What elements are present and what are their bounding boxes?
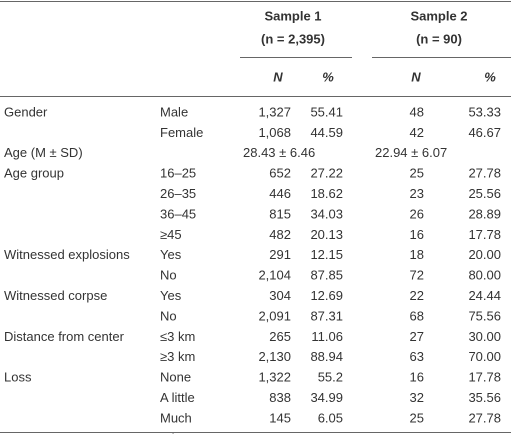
cell: 304 — [269, 288, 291, 303]
cell: 75.56 — [468, 308, 501, 323]
cell: 32 — [410, 390, 424, 405]
cell: 291 — [269, 247, 291, 262]
row-level: No — [160, 268, 177, 283]
cell: 25 — [410, 166, 424, 181]
cell: 27 — [410, 329, 424, 344]
cell: 6.05 — [318, 410, 343, 425]
column-header: N — [273, 69, 283, 84]
cell: 265 — [269, 329, 291, 344]
cell: 55.41 — [310, 104, 343, 119]
cell: 1,068 — [258, 125, 291, 140]
row-level: 26–35 — [160, 186, 196, 201]
cell: 2,104 — [258, 268, 291, 283]
row-label: Loss — [4, 370, 32, 385]
cell: 12.69 — [310, 288, 343, 303]
row-level: Female — [160, 125, 203, 140]
row-level: Much — [160, 410, 192, 425]
cell: 42 — [410, 125, 424, 140]
row-level: ≤3 km — [160, 329, 195, 344]
cell: 482 — [269, 227, 291, 242]
row-label: Distance from center — [4, 329, 125, 344]
cell: 27.78 — [468, 410, 501, 425]
cell: 1,322 — [258, 370, 291, 385]
column-header: N — [411, 69, 421, 84]
cell: 16 — [410, 227, 424, 242]
row-level: Yes — [160, 247, 182, 262]
cell: 27.22 — [310, 166, 343, 181]
cell: 652 — [269, 166, 291, 181]
cell: 20.00 — [468, 247, 501, 262]
row-level: None — [160, 370, 191, 385]
row-level: Yes — [160, 288, 182, 303]
row-level: No — [160, 308, 177, 323]
span-cell: 28.43 ± 6.46 — [243, 145, 315, 160]
row-label: Witnessed explosions — [4, 247, 130, 262]
row-label: Gender — [4, 104, 48, 119]
cell: 68 — [410, 308, 424, 323]
cell: 16 — [410, 370, 424, 385]
cell: 11.06 — [311, 329, 343, 344]
cell: 35.56 — [468, 390, 501, 405]
row-level: ≥3 km — [160, 349, 195, 364]
row-level: 36–45 — [160, 206, 196, 221]
column-header: % — [322, 69, 334, 84]
cell: 838 — [269, 390, 291, 405]
cell: 17.78 — [468, 227, 501, 242]
cell: 46.67 — [468, 125, 501, 140]
cell: 17.78 — [468, 370, 501, 385]
cell: 22 — [410, 288, 424, 303]
cell: 55.2 — [318, 370, 343, 385]
cell: 20.13 — [310, 227, 343, 242]
cell: 25.56 — [468, 186, 501, 201]
cell: 446 — [269, 186, 291, 201]
cell: 63 — [410, 349, 424, 364]
cell: 87.31 — [310, 308, 343, 323]
row-label: Witnessed corpse — [4, 288, 107, 303]
cell: 815 — [269, 206, 291, 221]
cell: 88.94 — [310, 349, 343, 364]
group-title: Sample 2 — [410, 8, 467, 23]
row-level: ≥45 — [160, 227, 182, 242]
cell: 18 — [410, 247, 424, 262]
cell: 25 — [410, 410, 424, 425]
cell: 26 — [410, 206, 424, 221]
cell: 34.99 — [310, 390, 343, 405]
cell: 34.03 — [310, 206, 343, 221]
cell: 48 — [410, 104, 424, 119]
span-cell: 22.94 ± 6.07 — [375, 145, 447, 160]
cell: 12.15 — [310, 247, 343, 262]
cell: 2,130 — [258, 349, 291, 364]
cell: 23 — [410, 186, 424, 201]
row-level: 16–25 — [160, 166, 196, 181]
row-label: Age group — [4, 166, 64, 181]
cell: 2,091 — [258, 308, 291, 323]
row-label: Age (M ± SD) — [4, 145, 83, 160]
cell: 24.44 — [468, 288, 501, 303]
group-subtitle: (n = 2,395) — [261, 31, 325, 46]
cell: 27.78 — [468, 166, 501, 181]
cell: 80.00 — [468, 268, 501, 283]
cell: 145 — [269, 410, 291, 425]
column-header: % — [484, 69, 496, 84]
cell: 18.62 — [310, 186, 343, 201]
cell: 53.33 — [468, 104, 501, 119]
cell: 44.59 — [310, 125, 343, 140]
cell: 72 — [410, 268, 424, 283]
row-level: Male — [160, 104, 188, 119]
cell: 30.00 — [468, 329, 501, 344]
cell: 1,327 — [258, 104, 291, 119]
cell: 70.00 — [468, 349, 501, 364]
group-subtitle: (n = 90) — [416, 31, 462, 46]
row-level: A little — [160, 390, 195, 405]
cell: 87.85 — [310, 268, 343, 283]
cell: 28.89 — [468, 206, 501, 221]
group-title: Sample 1 — [264, 8, 321, 23]
